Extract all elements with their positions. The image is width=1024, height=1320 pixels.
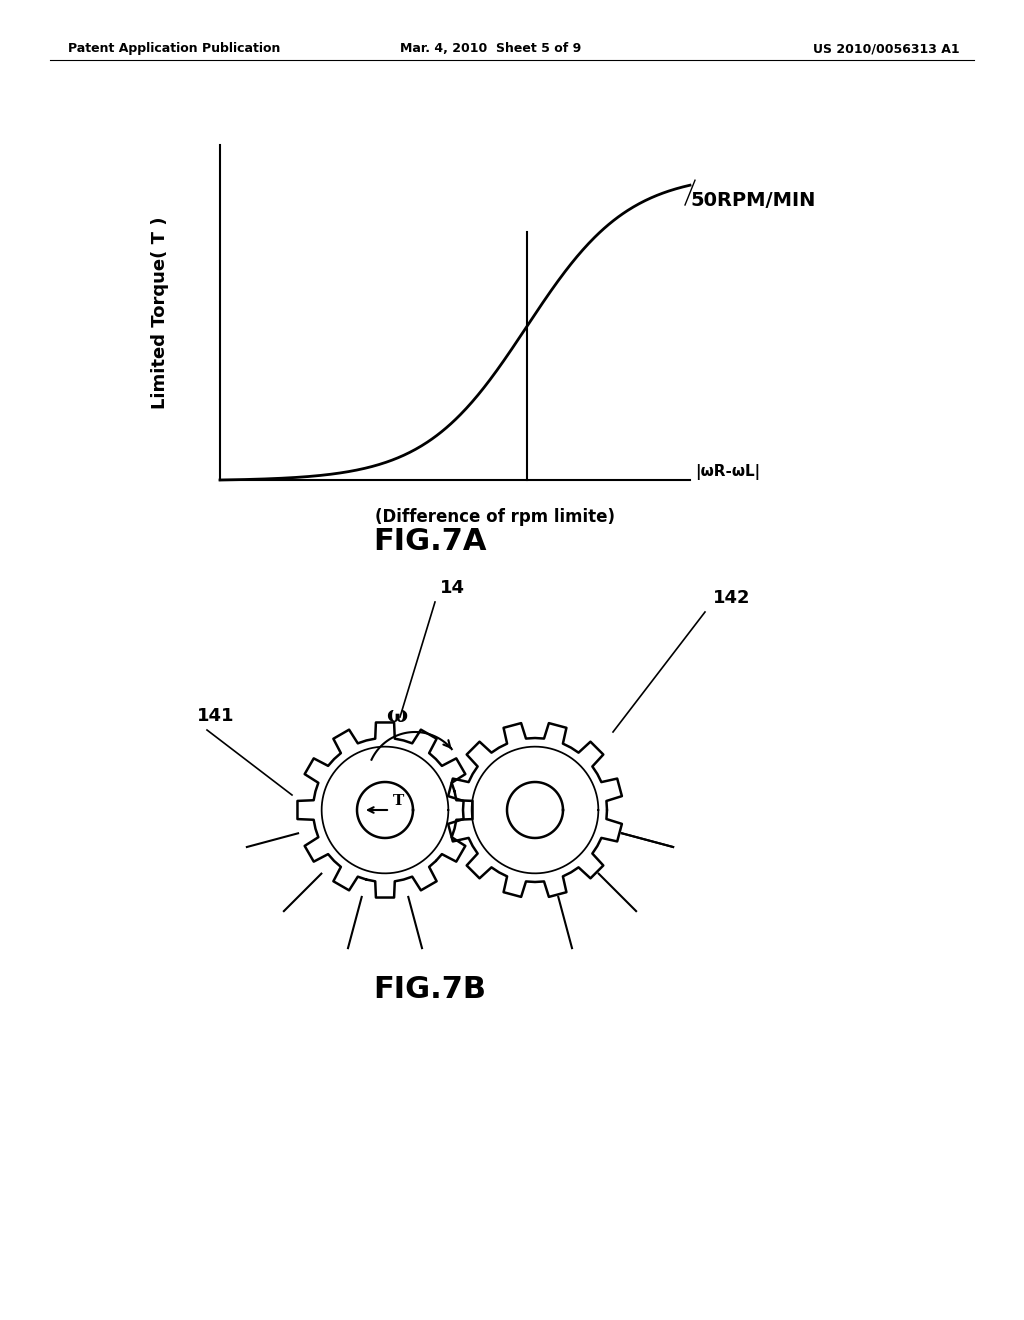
Text: Patent Application Publication: Patent Application Publication bbox=[68, 42, 281, 55]
Text: Mar. 4, 2010  Sheet 5 of 9: Mar. 4, 2010 Sheet 5 of 9 bbox=[400, 42, 582, 55]
Text: FIG.7A: FIG.7A bbox=[374, 528, 486, 557]
Text: ω: ω bbox=[386, 705, 408, 727]
Text: FIG.7B: FIG.7B bbox=[374, 975, 486, 1005]
Text: 141: 141 bbox=[197, 708, 234, 725]
Text: T: T bbox=[393, 795, 404, 808]
Text: (Difference of rpm limite): (Difference of rpm limite) bbox=[375, 508, 615, 525]
Text: 142: 142 bbox=[713, 589, 751, 607]
Text: 50RPM/MIN: 50RPM/MIN bbox=[690, 190, 815, 210]
Text: |ωR-ωL|: |ωR-ωL| bbox=[695, 465, 760, 480]
Text: 14: 14 bbox=[440, 579, 465, 597]
Text: Limited Torque( T ): Limited Torque( T ) bbox=[151, 216, 169, 409]
Text: US 2010/0056313 A1: US 2010/0056313 A1 bbox=[813, 42, 961, 55]
